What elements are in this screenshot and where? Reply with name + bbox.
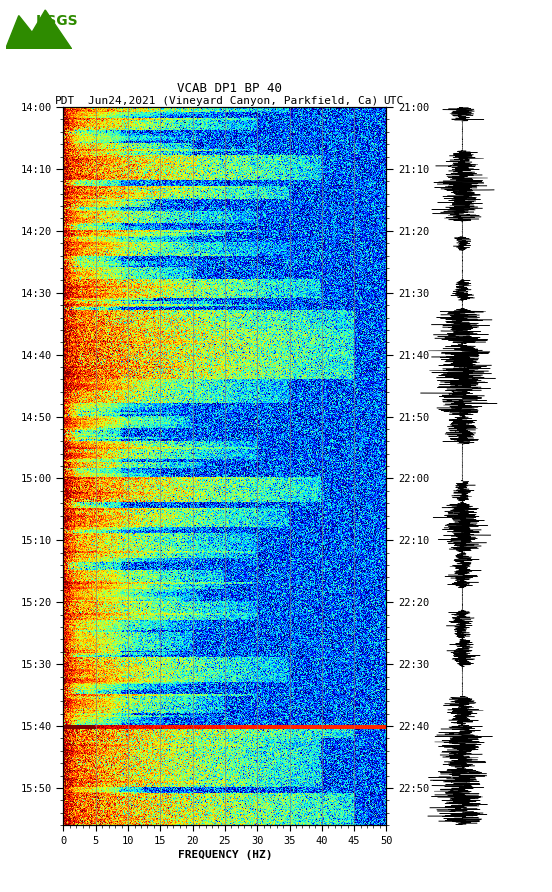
Text: Jun24,2021 (Vineyard Canyon, Parkfield, Ca): Jun24,2021 (Vineyard Canyon, Parkfield, …	[88, 96, 379, 106]
X-axis label: FREQUENCY (HZ): FREQUENCY (HZ)	[178, 850, 272, 860]
Text: UTC: UTC	[384, 96, 404, 106]
Text: USGS: USGS	[35, 14, 78, 29]
Polygon shape	[6, 10, 72, 49]
Text: VCAB DP1 BP 40: VCAB DP1 BP 40	[177, 81, 282, 95]
Text: PDT: PDT	[55, 96, 76, 106]
